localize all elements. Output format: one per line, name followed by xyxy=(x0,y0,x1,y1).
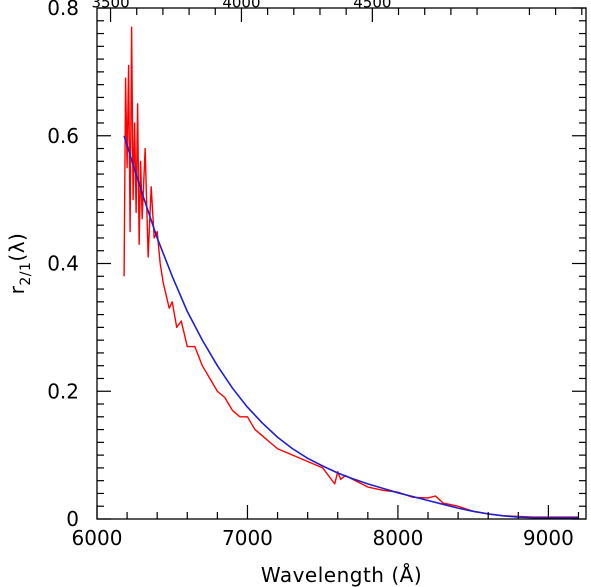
series-line-measured xyxy=(123,26,579,518)
y-axis-title: r2/1(λ) xyxy=(5,233,34,295)
x-tick-label: 8000 xyxy=(372,526,423,550)
x-tick-label: 6000 xyxy=(72,526,123,550)
y-axis-title-main: r xyxy=(5,285,29,294)
series-line-fit xyxy=(123,135,579,519)
y-tick-label: 0.2 xyxy=(47,379,79,403)
y-tick-label: 0.6 xyxy=(47,124,79,148)
top-tick-label: 4500 xyxy=(353,0,391,12)
y-tick-label: 0.4 xyxy=(47,252,79,276)
top-tick-label: 3500 xyxy=(91,0,129,12)
y-tick-label: 0.8 xyxy=(47,0,79,20)
x-tick-label: 7000 xyxy=(222,526,273,550)
y-tick-label: 0 xyxy=(66,507,79,531)
plot-frame xyxy=(96,7,587,520)
axis-ticks xyxy=(96,7,586,520)
y-axis-title-tail: (λ) xyxy=(5,233,29,262)
tick-labels: 6000 7000 8000 9000 3500 4000 4500 0 0.2 0.4 0.6 0.… xyxy=(47,0,574,550)
y-axis-title-subscript: 2/1 xyxy=(18,262,34,286)
x-axis-title: Wavelength (Å) xyxy=(261,563,422,587)
top-tick-label: 4000 xyxy=(222,0,260,12)
x-tick-label: 9000 xyxy=(523,526,574,550)
